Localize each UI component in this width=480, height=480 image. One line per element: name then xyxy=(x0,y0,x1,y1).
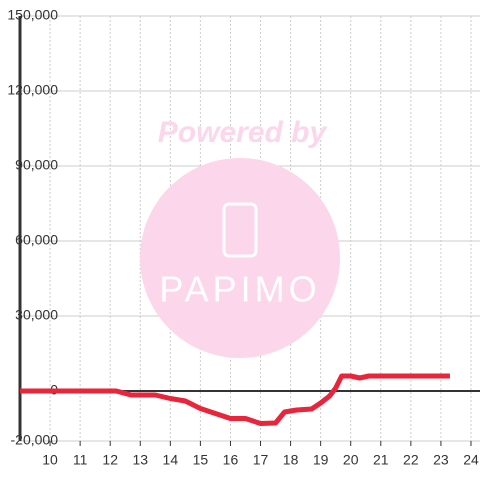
watermark-circle xyxy=(140,158,340,358)
x-tick-label: 13 xyxy=(132,452,148,468)
y-tick-label: 150,000 xyxy=(7,7,58,23)
x-tick-label: 22 xyxy=(403,452,419,468)
y-tick-label: 60,000 xyxy=(15,232,58,248)
x-tick-label: 15 xyxy=(193,452,209,468)
x-tick-label: 17 xyxy=(253,452,269,468)
x-tick-label: 14 xyxy=(163,452,179,468)
y-tick-label: -20,000 xyxy=(11,432,59,448)
x-tick-label: 12 xyxy=(102,452,118,468)
watermark-brand: PAPIMO xyxy=(159,269,320,310)
x-tick-label: 23 xyxy=(433,452,449,468)
line xyxy=(20,373,450,426)
y-tick-label: 30,000 xyxy=(15,307,58,323)
watermark-icon xyxy=(222,202,258,258)
x-tick-label: 21 xyxy=(373,452,389,468)
x-tick-label: 19 xyxy=(313,452,329,468)
x-tick-label: 20 xyxy=(343,452,359,468)
x-tick-label: 11 xyxy=(73,452,88,468)
x-tick-label: 24 xyxy=(463,452,479,468)
y-tick-label: 120,000 xyxy=(7,82,58,98)
y-tick-label: 90,000 xyxy=(15,157,58,173)
x-tick-label: 16 xyxy=(223,452,239,468)
watermark-title: Powered by xyxy=(158,116,328,149)
x-tick-label: 10 xyxy=(42,452,58,468)
x-tick-label: 18 xyxy=(283,452,299,468)
